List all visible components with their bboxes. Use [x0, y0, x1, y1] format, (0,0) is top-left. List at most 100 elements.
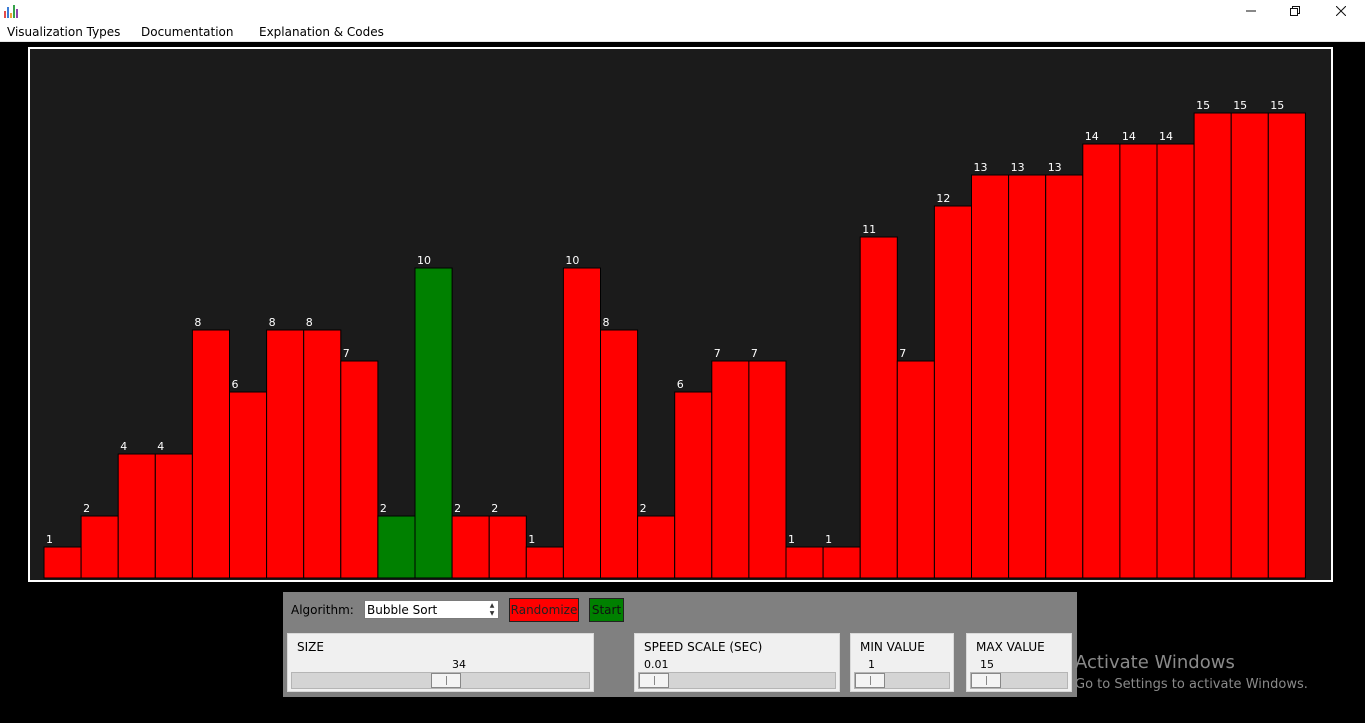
bar-value-label: 1 [825, 533, 832, 546]
arrow-up-icon: ▲ [489, 602, 495, 609]
arrow-down-icon: ▼ [489, 610, 495, 617]
title-bar [0, 0, 1365, 22]
size-slider-thumb[interactable] [431, 673, 461, 688]
bar [191, 329, 230, 579]
bar [1230, 112, 1269, 579]
bar-value-label: 2 [491, 502, 498, 515]
min-value-scale: MIN VALUE 1 [850, 633, 954, 692]
spin-arrows[interactable]: ▲ ▼ [487, 602, 497, 617]
bar [377, 515, 416, 579]
bar [896, 360, 935, 579]
bar [117, 453, 156, 579]
bar-value-label: 8 [306, 316, 313, 329]
bar-value-label: 15 [1196, 99, 1210, 112]
bar-value-label: 1 [788, 533, 795, 546]
bar-value-label: 2 [380, 502, 387, 515]
restore-button[interactable] [1272, 0, 1318, 22]
menu-documentation[interactable]: Documentation [141, 25, 234, 39]
algorithm-select[interactable]: Bubble Sort ▲ ▼ [364, 600, 499, 619]
bar [1008, 174, 1047, 579]
bar-value-label: 7 [899, 347, 906, 360]
bar-value-label: 15 [1233, 99, 1247, 112]
bar [525, 546, 564, 579]
speed-scale: SPEED SCALE (SEC) 0.01 [634, 633, 840, 692]
speed-value: 0.01 [644, 658, 669, 671]
bar-value-label: 1 [46, 533, 53, 546]
bar [154, 453, 193, 579]
bar-value-label: 14 [1122, 130, 1136, 143]
close-button[interactable] [1318, 0, 1364, 22]
start-button[interactable]: Start [589, 598, 624, 622]
max-value-label: MAX VALUE [976, 640, 1045, 654]
size-scale: SIZE 34 [287, 633, 594, 692]
menu-visualization-types[interactable]: Visualization Types [7, 25, 121, 39]
bar [229, 391, 268, 579]
bar [1193, 112, 1232, 579]
bar [637, 515, 676, 579]
min-value-label: MIN VALUE [860, 640, 925, 654]
randomize-button[interactable]: Randomize [509, 598, 579, 622]
bar [748, 360, 787, 579]
max-value-slider[interactable] [970, 672, 1068, 689]
bar [1156, 143, 1195, 579]
bar-value-label: 15 [1270, 99, 1284, 112]
close-icon [1336, 6, 1346, 16]
menu-bar: Visualization Types Documentation Explan… [0, 22, 1365, 42]
bar-value-label: 13 [1048, 161, 1062, 174]
bar-value-label: 13 [1011, 161, 1025, 174]
algorithm-value: Bubble Sort [367, 603, 438, 617]
bar-value-label: 7 [714, 347, 721, 360]
bar [1119, 143, 1158, 579]
algorithm-label: Algorithm: [291, 603, 354, 617]
size-slider[interactable] [291, 672, 590, 689]
bar [43, 546, 82, 579]
bar [562, 267, 602, 579]
bar [822, 546, 861, 579]
size-label: SIZE [297, 640, 324, 654]
bar [414, 267, 453, 579]
max-value-slider-thumb[interactable] [971, 673, 1001, 688]
bar [1082, 143, 1121, 579]
restore-icon [1290, 6, 1300, 16]
activation-watermark-title: Activate Windows [1075, 652, 1235, 673]
speed-slider-thumb[interactable] [639, 673, 669, 688]
bar [303, 329, 342, 579]
min-value-slider[interactable] [854, 672, 950, 689]
bar-value-label: 14 [1159, 130, 1173, 143]
min-value-value: 1 [868, 658, 875, 671]
min-value-slider-thumb[interactable] [855, 673, 885, 688]
bar [488, 515, 527, 579]
bar-value-label: 4 [157, 440, 164, 453]
bar-value-label: 10 [565, 254, 579, 267]
bar-value-label: 8 [269, 316, 276, 329]
minimize-icon [1246, 10, 1256, 12]
bar-value-label: 10 [417, 254, 431, 267]
size-value: 34 [452, 658, 466, 671]
speed-slider[interactable] [638, 672, 836, 689]
bar [1267, 112, 1306, 579]
bar-value-label: 6 [232, 378, 239, 391]
bar-value-label: 2 [454, 502, 461, 515]
bar [674, 391, 713, 579]
menu-explanation-codes[interactable]: Explanation & Codes [259, 25, 384, 39]
bar [451, 515, 490, 579]
bar [859, 236, 898, 579]
bar [711, 360, 750, 579]
bar-value-label: 14 [1085, 130, 1099, 143]
bar-value-label: 11 [862, 223, 876, 236]
max-value-value: 15 [980, 658, 994, 671]
bar [600, 329, 639, 579]
control-panel: Algorithm: Bubble Sort ▲ ▼ Randomize Sta… [283, 592, 1077, 697]
bar-value-label: 12 [936, 192, 950, 205]
bar [80, 515, 119, 579]
bar-value-label: 2 [83, 502, 90, 515]
bar [785, 546, 824, 579]
bar-value-label: 8 [603, 316, 610, 329]
bar [1045, 174, 1084, 579]
bar-value-label: 13 [974, 161, 988, 174]
max-value-scale: MAX VALUE 15 [966, 633, 1072, 692]
bar-value-label: 1 [528, 533, 535, 546]
minimize-button[interactable] [1228, 0, 1274, 22]
bar-value-label: 8 [194, 316, 201, 329]
